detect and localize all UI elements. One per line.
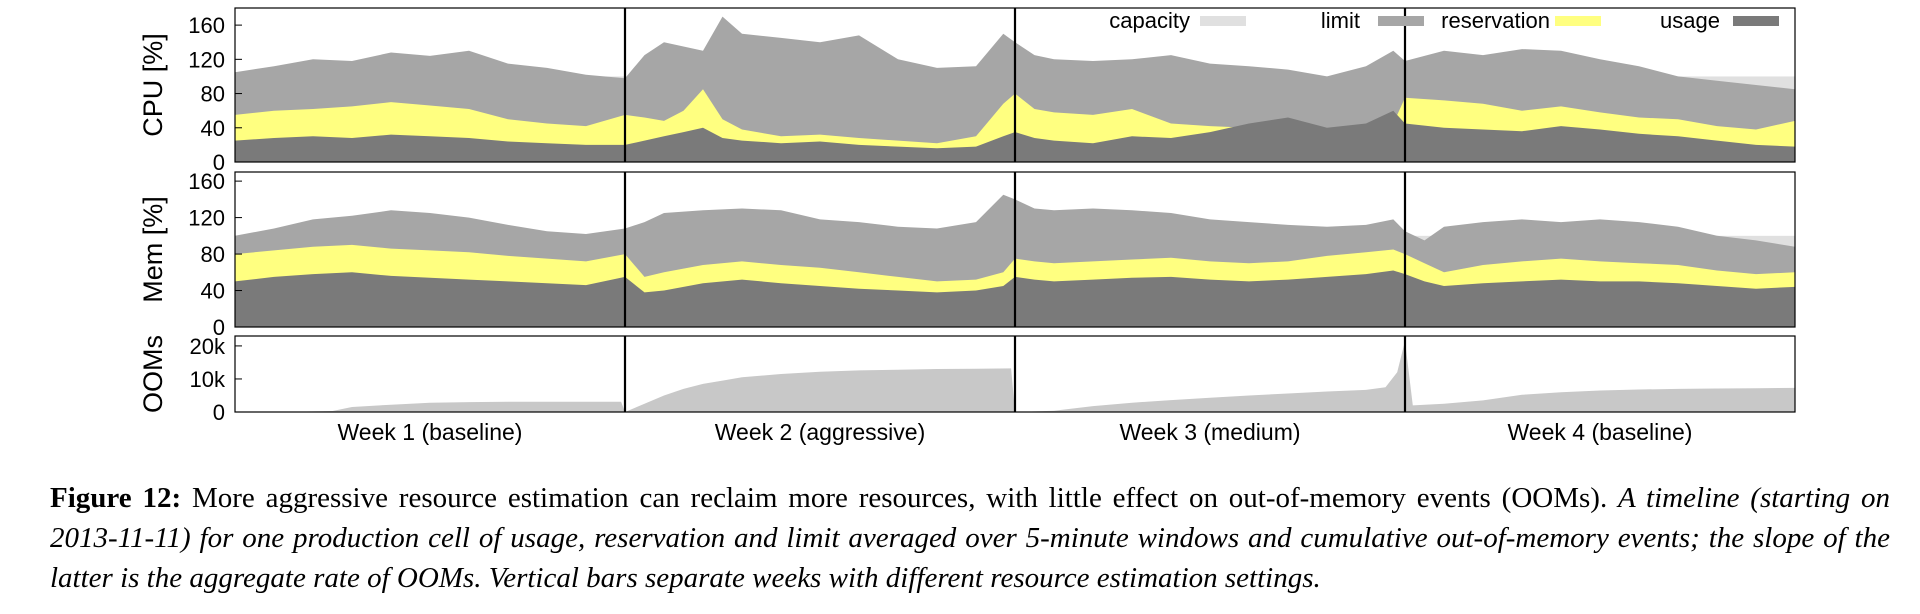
ylabel-cpu: CPU [%]	[138, 33, 168, 137]
ytick-label-mem: 160	[188, 169, 225, 194]
ylabel-mem: Mem [%]	[138, 196, 168, 303]
ytick-label-mem: 40	[201, 279, 225, 304]
ytick-label-cpu: 80	[201, 82, 225, 107]
ytick-label-mem: 0	[213, 315, 225, 340]
caption-text: More aggressive resource estimation can …	[191, 482, 1608, 514]
ytick-label-cpu: 120	[188, 47, 225, 72]
panel-ooms: 0 10k 20k OOMs	[138, 334, 1796, 425]
legend-label-reservation: reservation	[1441, 8, 1550, 33]
figure-caption: Figure 12: More aggressive resource esti…	[50, 478, 1890, 598]
legend-swatch-limit	[1378, 16, 1424, 26]
legend-label-usage: usage	[1660, 8, 1720, 33]
ytick-label-ooms: 0	[213, 400, 225, 425]
panel-cpu: 0 40 80 120 160 CPU [%]	[138, 7, 1796, 175]
legend-swatch-capacity	[1200, 16, 1246, 26]
legend-label-limit: limit	[1321, 8, 1360, 33]
ytick-label-ooms: 10k	[190, 367, 226, 392]
ytick-label-cpu: 160	[188, 13, 225, 38]
legend-label-capacity: capacity	[1109, 8, 1190, 33]
figure-chart: 0 40 80 120 160 CPU [%] 0 40 80 120 160 Mem [%] 0 10k…	[138, 7, 1796, 445]
ytick-label-mem: 120	[188, 206, 225, 231]
caption-italic: A timeline (starting on 2013-11-11) for …	[50, 482, 1891, 594]
week-label: Week 1 (baseline)	[338, 419, 523, 445]
week-label: Week 2 (aggressive)	[715, 419, 926, 445]
ytick-label-mem: 80	[201, 242, 225, 267]
ytick-label-ooms: 20k	[190, 334, 226, 359]
ytick-label-cpu: 0	[213, 150, 225, 175]
legend-swatch-usage	[1733, 16, 1779, 26]
caption-label: Figure 12:	[50, 482, 182, 514]
ytick-label-cpu: 40	[201, 116, 225, 141]
week-label: Week 3 (medium)	[1119, 419, 1300, 445]
legend-swatch-reservation	[1555, 16, 1601, 26]
ylabel-ooms: OOMs	[138, 335, 168, 413]
panel-mem: 0 40 80 120 160 Mem [%]	[138, 169, 1796, 340]
week-label: Week 4 (baseline)	[1508, 419, 1693, 445]
